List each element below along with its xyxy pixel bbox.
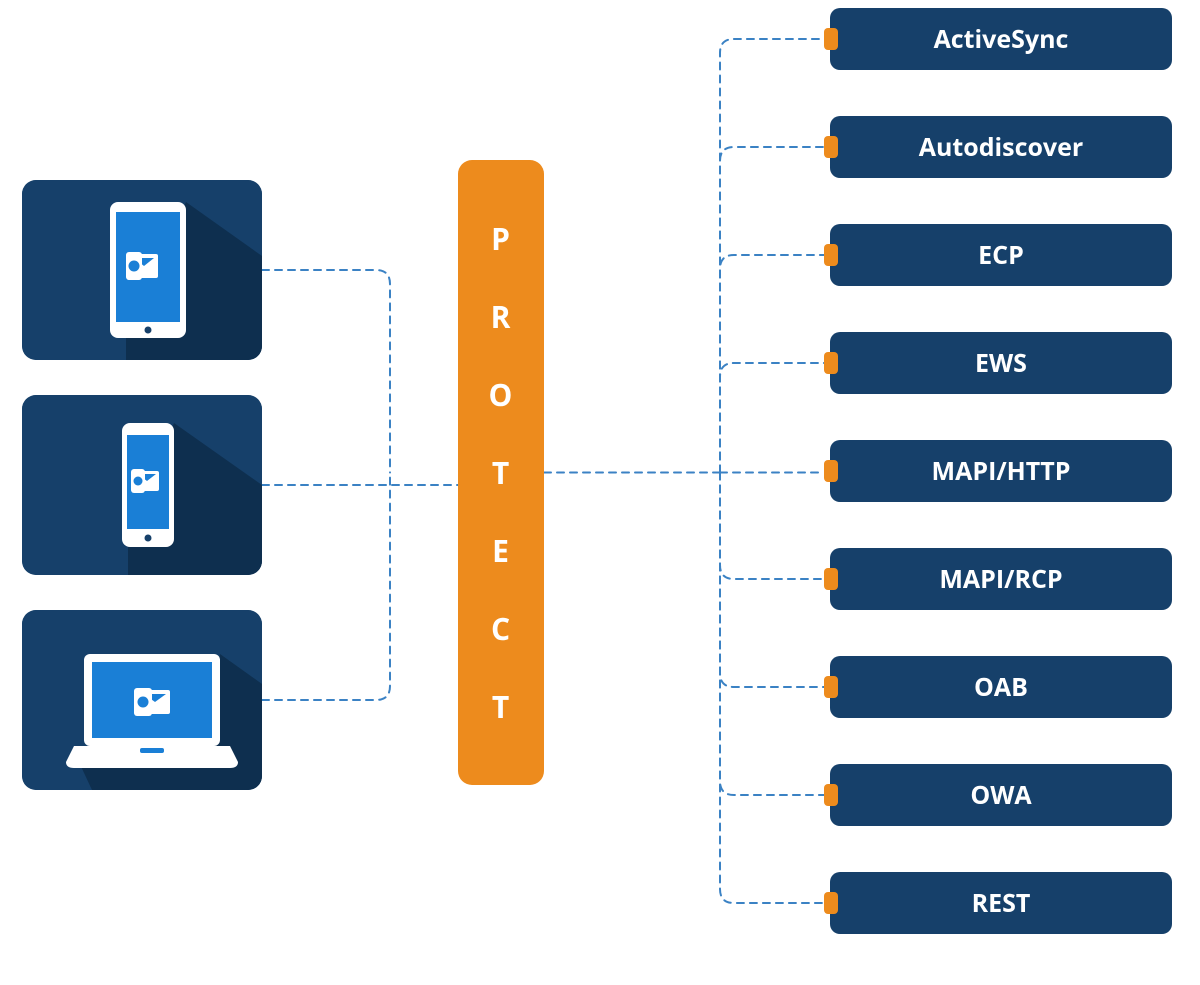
device-tablet-card: [22, 180, 262, 360]
service-label: EWS: [975, 346, 1027, 380]
service-autodiscover: Autodiscover: [830, 116, 1172, 178]
service-notch: [824, 244, 838, 266]
service-label: MAPI/HTTP: [932, 454, 1071, 488]
service-notch: [824, 460, 838, 482]
service-label: MAPI/RCP: [939, 562, 1062, 596]
service-label: OAB: [974, 670, 1028, 704]
protect-letter: C: [491, 614, 511, 644]
tablet-icon: [22, 180, 262, 360]
service-owa: OWA: [830, 764, 1172, 826]
service-notch: [824, 892, 838, 914]
service-label: ActiveSync: [934, 22, 1069, 56]
service-rest: REST: [830, 872, 1172, 934]
service-notch: [824, 676, 838, 698]
protect-box: P R O T E C T: [458, 160, 544, 785]
protect-letter: O: [489, 380, 514, 410]
protect-letter: R: [491, 302, 512, 332]
service-notch: [824, 784, 838, 806]
service-notch: [824, 28, 838, 50]
service-label: OWA: [970, 778, 1031, 812]
service-label: Autodiscover: [919, 130, 1084, 164]
service-mapi-http: MAPI/HTTP: [830, 440, 1172, 502]
service-notch: [824, 136, 838, 158]
service-ews: EWS: [830, 332, 1172, 394]
service-notch: [824, 352, 838, 374]
service-notch: [824, 568, 838, 590]
protect-letter: T: [492, 458, 510, 488]
service-mapi-rcp: MAPI/RCP: [830, 548, 1172, 610]
service-ecp: ECP: [830, 224, 1172, 286]
protect-letter: P: [491, 224, 511, 254]
phone-icon: [22, 395, 262, 575]
service-activesync: ActiveSync: [830, 8, 1172, 70]
protect-letter: E: [492, 536, 510, 566]
laptop-icon: [22, 610, 262, 790]
device-phone-card: [22, 395, 262, 575]
service-label: ECP: [978, 238, 1024, 272]
protect-letter: T: [492, 692, 510, 722]
service-oab: OAB: [830, 656, 1172, 718]
device-laptop-card: [22, 610, 262, 790]
service-label: REST: [972, 886, 1031, 920]
